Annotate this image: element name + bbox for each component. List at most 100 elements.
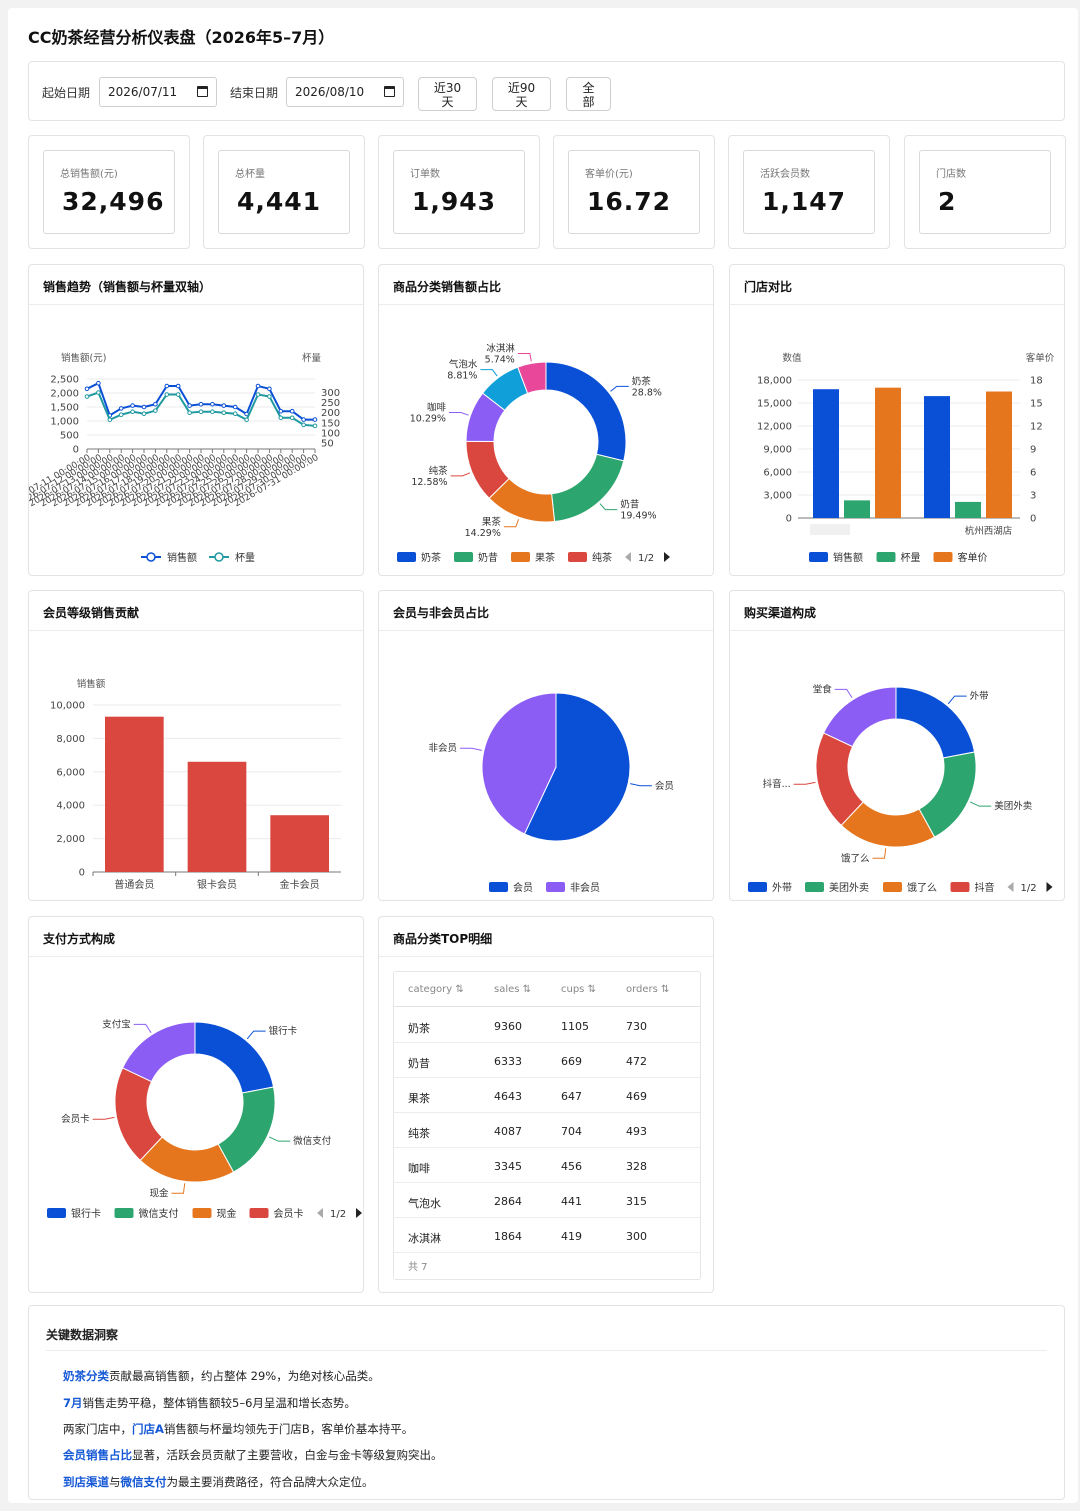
last-30-days-button[interactable]: 近30 天 (418, 77, 477, 111)
divider (29, 304, 363, 305)
data-point (289, 415, 295, 421)
panel-title: 商品分类TOP明细 (393, 932, 493, 946)
y-tick-label: 6,000 (763, 468, 792, 479)
label-line (517, 352, 532, 362)
table-row[interactable]: 奶昔 6333 669 472 (394, 1043, 700, 1078)
legend-swatch (876, 552, 896, 562)
kpi-card-active-members: 活跃会员数 1,147 (728, 135, 890, 249)
legend-label: 银行卡 (71, 1207, 101, 1220)
member-level-bar-chart[interactable]: 销售额 0 2,000 4,000 6,000 8,000 10,000 普通会员 银卡会员 金卡… (29, 631, 365, 902)
insight-item: 奶茶分类贡献最高销售额，约占整体 29%，为绝对核心品类。 (63, 1368, 380, 1384)
table-cell: 纯茶 (408, 1127, 430, 1140)
insight-text: 与 (109, 1475, 121, 1489)
end-date-input[interactable]: 2026/08/10 (286, 77, 404, 107)
panel-title: 会员与非会员占比 (393, 606, 490, 620)
table-cell: 300 (626, 1230, 647, 1243)
panel-channel: 购买渠道构成 外带 美团外卖 饿了么 抖音... 堂食 外带 美团外卖 饿了么 抖音 1/2 (729, 590, 1065, 901)
y-axis-title: 销售额(元) (61, 352, 106, 364)
label-line (793, 781, 816, 785)
table-cell: 9360 (494, 1020, 522, 1033)
pie-slice (194, 1021, 275, 1094)
legend-swatch (933, 552, 953, 562)
legend-swatch (568, 552, 587, 562)
insight-text: 为最主要消费路径，符合品牌大众定位。 (166, 1475, 374, 1489)
data-point (312, 417, 318, 422)
table-cell: 4643 (494, 1090, 522, 1103)
column-header-orders[interactable]: orders ⇅ (626, 984, 670, 995)
y-tick-label: 0 (786, 514, 792, 525)
bar (270, 815, 329, 872)
label-line (599, 503, 618, 511)
table-row[interactable]: 奶茶 9360 1105 730 (394, 1008, 700, 1043)
table-row[interactable]: 纯茶 4087 704 493 (394, 1113, 700, 1148)
label-line (246, 1030, 266, 1040)
data-point (198, 409, 204, 414)
y-tick-label: 6,000 (56, 767, 85, 778)
data-point (118, 406, 124, 411)
last-90-days-button[interactable]: 近90 天 (492, 77, 551, 111)
category-donut-chart[interactable]: 奶茶28.8%奶昔19.49%果茶14.29%纯茶12.58%咖啡10.29%气… (379, 305, 715, 577)
insight-item: 7月销售走势平稳，整体销售额较5–6月呈温和增长态势。 (63, 1395, 356, 1411)
insights-panel: 关键数据洞察 奶茶分类贡献最高销售额，约占整体 29%，为绝对核心品类。 7月销… (28, 1305, 1065, 1500)
y2-tick-label: 100 (321, 428, 340, 439)
y2-tick-label: 0 (1030, 514, 1036, 525)
panel-sales-trend: 销售趋势（销售额与杯量双轴） 销售额(元) 杯量 0 500 1,000 1,500 2,0… (28, 264, 364, 576)
x-tick-label: 普通会员 (114, 878, 154, 891)
y2-tick-label: 250 (321, 398, 340, 409)
legend-label: 饿了么 (907, 882, 937, 894)
calendar-icon[interactable] (384, 86, 395, 97)
slice-label: 会员卡 (61, 1113, 90, 1125)
table-cell: 果茶 (408, 1092, 430, 1105)
bar (187, 761, 247, 872)
column-header-cups[interactable]: cups ⇅ (561, 984, 596, 995)
label-line (92, 1116, 115, 1120)
y-tick-label: 0 (79, 868, 85, 879)
sales-trend-chart[interactable]: 销售额(元) 杯量 0 500 1,000 1,500 2,000 2,500 50100150… (29, 305, 365, 577)
page-title: CC奶茶经营分析仪表盘（2026年5–7月） (28, 28, 335, 47)
all-time-button[interactable]: 全 部 (566, 77, 611, 111)
start-date-input[interactable]: 2026/07/11 (99, 77, 217, 107)
table-cell: 气泡水 (408, 1197, 441, 1210)
data-point (175, 383, 181, 389)
table-cell: 328 (626, 1160, 647, 1173)
label-line (969, 801, 992, 807)
legend-swatch (546, 882, 565, 892)
table-row[interactable]: 气泡水 2864 441 315 (394, 1183, 700, 1218)
table-row[interactable]: 冰淇淋 1864 419 300 (394, 1218, 700, 1253)
slice-percent: 5.74% (485, 354, 515, 365)
top-category-table[interactable]: category ⇅ sales ⇅ cups ⇅ orders ⇅ 奶茶 936… (393, 971, 701, 1280)
divider (379, 956, 713, 957)
pie-slice (517, 361, 547, 394)
table-cell: 奶茶 (408, 1022, 430, 1035)
column-header-sales[interactable]: sales ⇅ (494, 984, 532, 995)
legend-swatch (489, 882, 508, 892)
divider (379, 304, 713, 305)
table-cell: 6333 (494, 1055, 522, 1068)
table-row[interactable]: 果茶 4643 647 469 (394, 1078, 700, 1113)
panel-member-level: 会员等级销售贡献 销售额 0 2,000 4,000 6,000 8,000 10,000 普… (28, 590, 364, 901)
table-row[interactable]: 咖啡 3345 456 328 (394, 1148, 700, 1183)
y2-tick-label: 300 (321, 388, 340, 399)
table-header: category ⇅ sales ⇅ cups ⇅ orders ⇅ (394, 972, 700, 1007)
y-tick-label: 1,500 (50, 403, 79, 414)
data-point (210, 409, 215, 414)
insight-text: 销售额与杯量均领先于门店B，客单价基本持平。 (163, 1422, 414, 1436)
pie-slice (545, 361, 627, 462)
legend-swatch (809, 552, 828, 562)
data-point (84, 394, 90, 399)
slice-label: 抖音... (763, 778, 791, 790)
panel-title: 购买渠道构成 (744, 606, 817, 620)
data-point (153, 401, 158, 407)
column-header-category[interactable]: category ⇅ (408, 984, 464, 995)
slice-label: 纯茶 (429, 465, 449, 477)
legend-label: 会员 (513, 881, 533, 894)
calendar-icon[interactable] (197, 86, 208, 97)
x-tick-label: 银卡会员 (197, 878, 237, 891)
legend-prev-icon (1007, 882, 1014, 892)
button-label: 部 (582, 95, 595, 109)
kpi-card-total-cups: 总杯量 4,441 (203, 135, 365, 249)
